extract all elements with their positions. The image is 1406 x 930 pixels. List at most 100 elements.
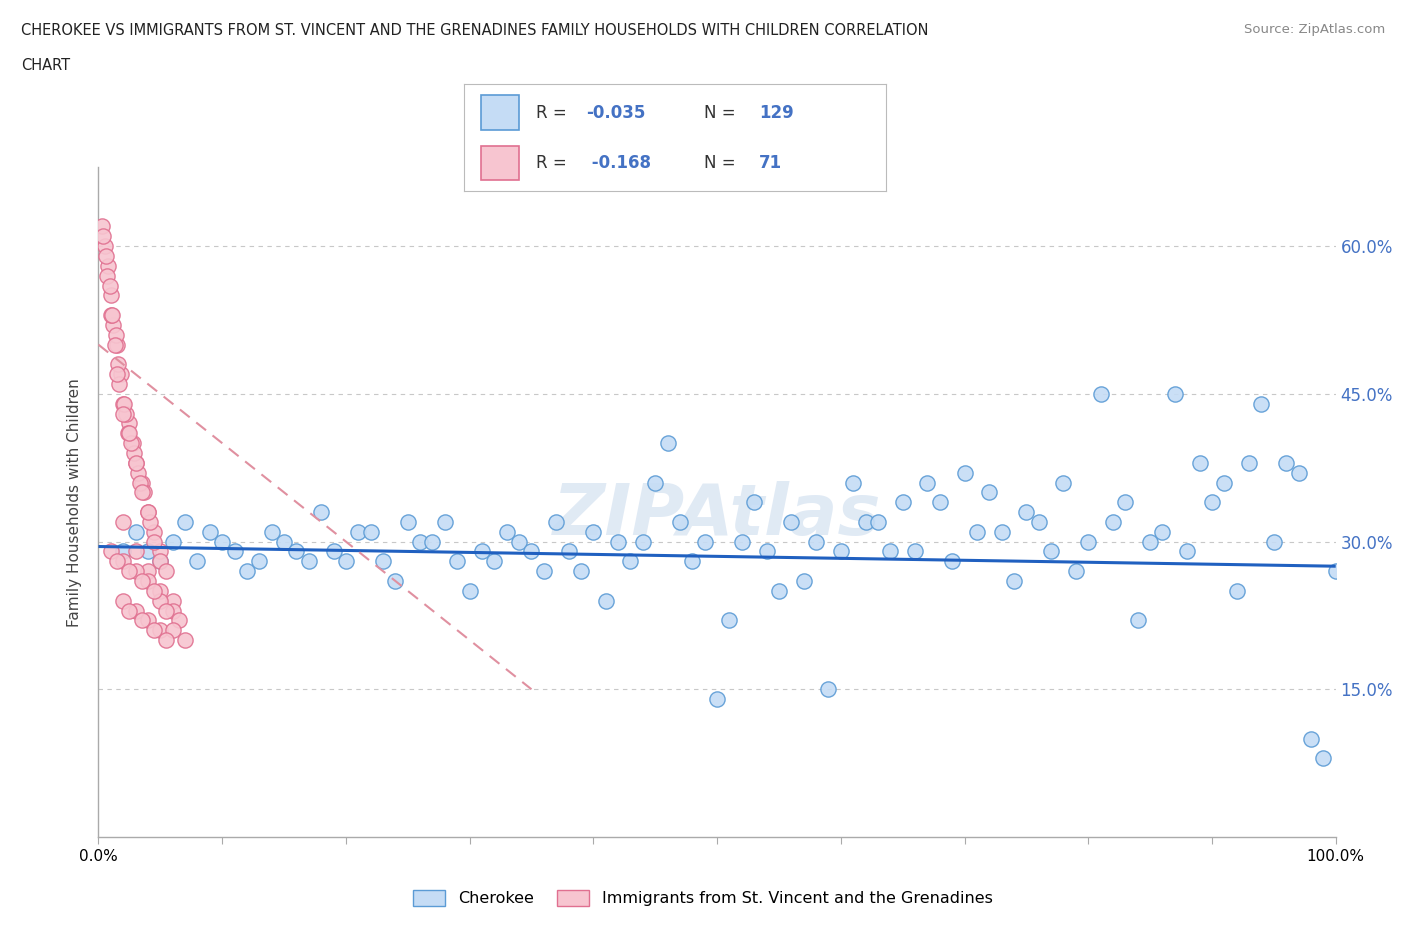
Point [1077, 534, 1099, 549]
Point [162, 603, 184, 618]
Point [100, 288, 122, 303]
Point [471, 544, 494, 559]
Point [97, 259, 120, 273]
Point [107, 357, 129, 372]
Point [1090, 387, 1112, 402]
Point [644, 475, 666, 490]
Point [103, 338, 125, 352]
Point [124, 603, 146, 618]
Point [174, 514, 197, 529]
Point [866, 514, 889, 529]
Point [211, 534, 233, 549]
Point [105, 554, 128, 569]
Point [136, 505, 159, 520]
Point [149, 583, 172, 598]
Point [990, 525, 1012, 539]
Point [155, 603, 177, 618]
Point [569, 564, 592, 578]
Point [112, 396, 135, 411]
Point [131, 485, 153, 499]
Point [804, 534, 827, 549]
Point [162, 623, 184, 638]
Point [1114, 495, 1136, 510]
Text: R =: R = [536, 103, 572, 122]
Y-axis label: Family Households with Children: Family Households with Children [67, 378, 83, 627]
Text: -0.035: -0.035 [586, 103, 645, 122]
Point [1064, 564, 1087, 578]
Point [118, 426, 141, 441]
Point [582, 525, 605, 539]
Point [118, 416, 141, 431]
Point [780, 514, 803, 529]
Point [103, 317, 125, 332]
Point [117, 426, 139, 441]
Point [396, 514, 419, 529]
Point [105, 338, 128, 352]
Point [595, 593, 617, 608]
Point [118, 603, 141, 618]
Text: CHART: CHART [21, 58, 70, 73]
Point [162, 534, 184, 549]
Point [149, 554, 172, 569]
Point [631, 534, 654, 549]
Point [247, 554, 270, 569]
Point [619, 554, 641, 569]
Point [1040, 544, 1063, 559]
Point [322, 544, 344, 559]
Point [1102, 514, 1125, 529]
Point [607, 534, 630, 549]
Point [1152, 525, 1174, 539]
Text: 71: 71 [759, 153, 782, 172]
Point [167, 613, 190, 628]
Point [1275, 456, 1298, 471]
Text: N =: N = [704, 153, 741, 172]
Point [1213, 475, 1236, 490]
Point [693, 534, 716, 549]
Point [93, 229, 115, 244]
Text: 129: 129 [759, 103, 794, 122]
Point [124, 525, 146, 539]
Point [371, 554, 394, 569]
Point [1126, 613, 1149, 628]
Point [104, 327, 127, 342]
Point [186, 554, 208, 569]
Point [134, 485, 156, 499]
Point [100, 308, 122, 323]
Point [1139, 534, 1161, 549]
Point [260, 525, 283, 539]
Point [236, 564, 259, 578]
Point [131, 475, 153, 490]
Point [162, 593, 184, 608]
Point [347, 525, 370, 539]
Point [891, 495, 914, 510]
Point [198, 525, 221, 539]
Point [446, 554, 468, 569]
Point [127, 465, 149, 480]
Point [143, 534, 166, 549]
Point [136, 505, 159, 520]
Point [1188, 456, 1211, 471]
Point [124, 564, 146, 578]
Point [941, 554, 963, 569]
Point [129, 475, 152, 490]
Point [149, 544, 172, 559]
Point [1250, 396, 1272, 411]
Point [793, 574, 815, 589]
Point [112, 396, 135, 411]
Point [101, 308, 124, 323]
Point [1175, 544, 1198, 559]
Point [546, 514, 568, 529]
Point [1164, 387, 1187, 402]
Point [855, 514, 877, 529]
Point [1052, 475, 1074, 490]
Point [120, 435, 142, 450]
Point [1028, 514, 1050, 529]
Point [118, 564, 141, 578]
Point [657, 435, 679, 450]
Point [136, 544, 159, 559]
Point [93, 239, 115, 254]
Point [360, 525, 382, 539]
Point [1299, 731, 1322, 746]
Point [755, 544, 778, 559]
Point [409, 534, 432, 549]
